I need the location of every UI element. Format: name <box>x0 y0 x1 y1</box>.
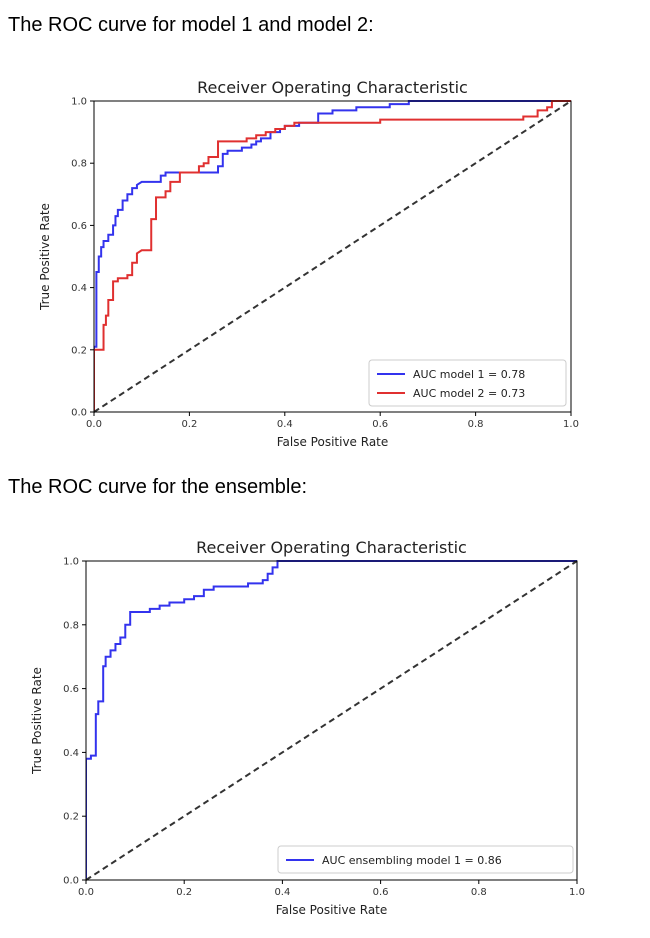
x-tick-label: 0.2 <box>181 419 197 430</box>
chance-diagonal-line <box>94 100 571 413</box>
y-tick-label: 0.4 <box>71 283 87 294</box>
legend-box <box>368 359 567 407</box>
x-tick-label: 0.6 <box>372 419 388 430</box>
x-tick-label: 1.0 <box>569 887 585 898</box>
roc-series-line-1 <box>94 100 571 412</box>
y-tick-label: 0.0 <box>71 408 87 419</box>
x-tick-label: 0.8 <box>471 887 487 898</box>
plot-area <box>86 560 577 881</box>
heading-ensemble: The ROC curve for the ensemble: <box>8 476 308 498</box>
x-tick-label: 0.2 <box>176 887 192 898</box>
x-axis-label: False Positive Rate <box>276 903 388 917</box>
roc-series-line-2 <box>94 100 571 412</box>
y-tick-label: 0.2 <box>63 812 79 823</box>
x-tick-label: 0.8 <box>468 419 484 430</box>
axes-frame <box>93 100 572 413</box>
x-tick-label: 0.4 <box>277 419 293 430</box>
y-tick-label: 0.8 <box>63 620 79 631</box>
y-axis-label: True Positive Rate <box>30 667 44 775</box>
y-tick-label: 1.0 <box>71 97 87 108</box>
x-tick-label: 0.6 <box>373 887 389 898</box>
y-tick-label: 0.2 <box>71 345 87 356</box>
y-axis-label: True Positive Rate <box>38 203 52 311</box>
y-tick-label: 0.6 <box>63 684 79 695</box>
legend-entry: AUC ensembling model 1 = 0.86 <box>322 854 502 867</box>
legend: AUC model 1 = 0.78 AUC model 2 = 0.73 <box>368 359 567 407</box>
legend-entry: AUC model 2 = 0.73 <box>413 387 525 400</box>
legend-box <box>277 845 574 874</box>
legend-entry: AUC model 1 = 0.78 <box>413 368 525 381</box>
x-tick-label: 1.0 <box>563 419 579 430</box>
y-tick-label: 0.8 <box>71 159 87 170</box>
roc-series-line-1 <box>86 560 577 880</box>
y-tick-label: 1.0 <box>63 557 79 568</box>
axes-frame <box>85 560 578 881</box>
y-tick-label: 0.6 <box>71 221 87 232</box>
x-tick-label: 0.4 <box>274 887 290 898</box>
chance-diagonal-line <box>86 560 577 881</box>
x-tick-label: 0.0 <box>86 419 102 430</box>
x-tick-label: 0.0 <box>78 887 94 898</box>
chart-title: Receiver Operating Characteristic <box>197 78 468 97</box>
y-tick-label: 0.0 <box>63 876 79 887</box>
heading-model-comparison: The ROC curve for model 1 and model 2: <box>8 14 374 36</box>
chart-title: Receiver Operating Characteristic <box>196 538 467 557</box>
roc-chart-models: Receiver Operating Characteristic 0.0 0.2 0… <box>38 78 579 449</box>
x-axis-label: False Positive Rate <box>277 435 389 449</box>
y-tick-label: 0.4 <box>63 748 79 759</box>
plot-area <box>94 100 571 413</box>
legend: AUC ensembling model 1 = 0.86 <box>277 845 574 874</box>
